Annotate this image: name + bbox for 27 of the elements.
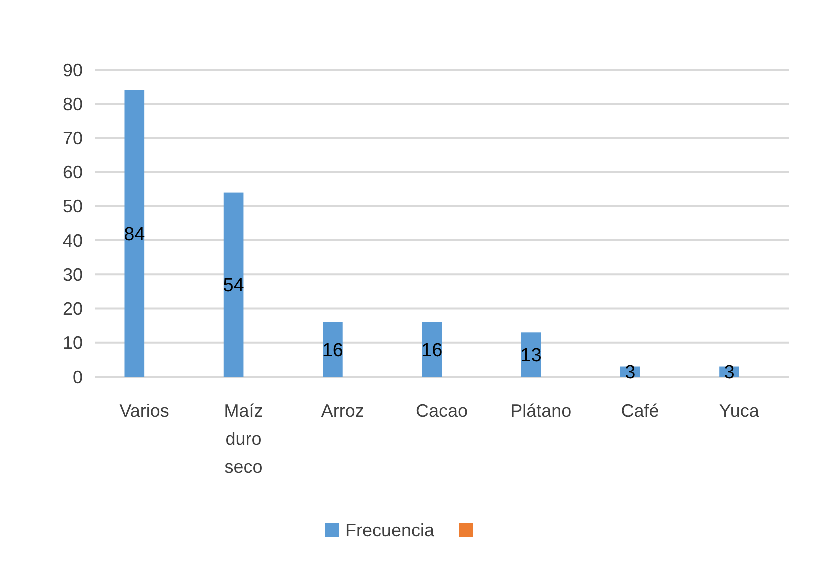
x-tick-label: Yuca bbox=[719, 401, 760, 421]
data-label: 13 bbox=[520, 345, 542, 366]
x-tick-label: Café bbox=[621, 401, 660, 421]
y-tick-label: 50 bbox=[62, 196, 83, 217]
bar bbox=[124, 90, 145, 377]
y-tick-label: 0 bbox=[72, 367, 83, 388]
x-tick-label: Varios bbox=[120, 401, 170, 421]
data-label: 16 bbox=[422, 340, 443, 362]
data-label: 84 bbox=[124, 224, 146, 246]
bar bbox=[323, 322, 343, 377]
data-label: 16 bbox=[322, 340, 344, 362]
bar bbox=[224, 192, 244, 377]
x-tick-label: Maíz duro seco bbox=[224, 401, 264, 477]
y-tick-label: 70 bbox=[62, 128, 83, 149]
y-tick-label: 80 bbox=[62, 94, 83, 114]
x-tick-label: Arroz bbox=[321, 401, 364, 421]
y-tick-label: 10 bbox=[62, 333, 83, 354]
x-tick-label: Cacao bbox=[416, 401, 468, 421]
legend-label: Frecuencia bbox=[346, 520, 436, 540]
y-tick-label: 60 bbox=[62, 162, 83, 183]
y-tick-label: 20 bbox=[62, 299, 83, 320]
bar bbox=[422, 322, 442, 377]
x-tick-label: Plátano bbox=[510, 401, 572, 421]
data-label: 54 bbox=[223, 276, 245, 297]
y-tick-label: 90 bbox=[62, 60, 83, 80]
y-tick-label: 40 bbox=[62, 230, 83, 251]
y-tick-label: 30 bbox=[62, 264, 83, 285]
